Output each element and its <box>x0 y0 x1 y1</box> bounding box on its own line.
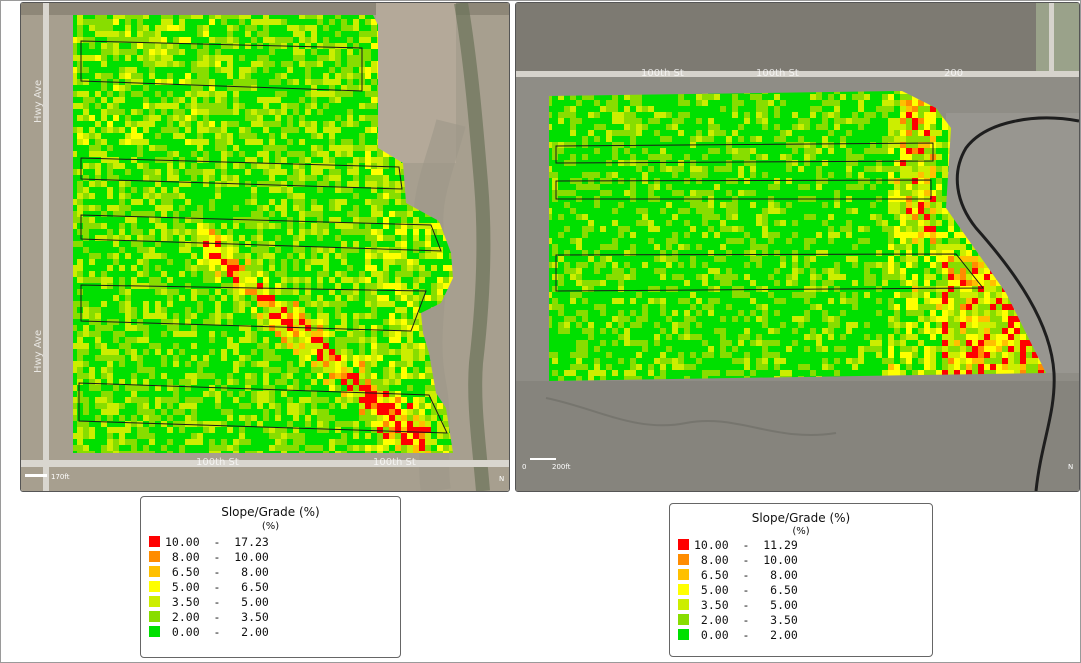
legend-swatch <box>678 554 689 565</box>
legend-row: 3.50 - 5.00 <box>149 596 269 609</box>
legend-range: 3.50 - 5.00 <box>165 595 269 609</box>
legend-range: 3.50 - 5.00 <box>694 598 798 612</box>
legend-row: 10.00 - 11.29 <box>678 539 798 552</box>
drainage-trace <box>545 397 837 437</box>
legend-title: Slope/Grade (%) <box>751 511 851 525</box>
legend-range: 5.00 - 6.50 <box>694 583 798 597</box>
strip-outline <box>78 382 448 434</box>
legend-range: 2.00 - 3.50 <box>694 613 798 627</box>
legend-range: 8.00 - 10.00 <box>165 550 269 564</box>
ditch-line <box>955 116 1079 491</box>
legend-swatch <box>678 584 689 595</box>
strip-outline <box>555 142 934 164</box>
legend-range: 5.00 - 6.50 <box>165 580 269 594</box>
legend-right: Slope/Grade (%) (%) 10.00 - 11.29 8.00 -… <box>669 503 933 657</box>
north-arrow-icon: N <box>1068 463 1073 471</box>
road-label-1: 100th St <box>641 68 684 79</box>
north-arrow-icon: N <box>499 475 504 483</box>
legend-range: 8.00 - 10.00 <box>694 553 798 567</box>
legend-range: 6.50 - 8.00 <box>694 568 798 582</box>
scale-zero-label: 0 <box>522 463 526 471</box>
strip-outline <box>80 157 403 190</box>
legend-row: 8.00 - 10.00 <box>149 551 269 564</box>
legend-title: Slope/Grade (%) <box>221 505 320 519</box>
legend-row: 6.50 - 8.00 <box>149 566 269 579</box>
strip-outline <box>80 214 442 252</box>
legend-swatch <box>149 611 160 622</box>
legend-row: 3.50 - 5.00 <box>678 599 798 612</box>
legend-row: 0.00 - 2.00 <box>678 629 798 642</box>
strip-outlines-left <box>78 40 448 434</box>
legend-row: 5.00 - 6.50 <box>678 584 798 597</box>
strip-outline <box>80 284 427 332</box>
legend-range: 0.00 - 2.00 <box>165 625 269 639</box>
map-left-svg[interactable]: 100th St 100th St Hwy Ave Hwy Ave 170ft … <box>21 3 509 491</box>
map-panel-right[interactable]: 100th St 100th St 200 0 200ft N <box>515 2 1080 492</box>
strip-outline <box>555 179 932 200</box>
road-label-1: 100th St <box>196 457 239 468</box>
legend-swatch <box>149 596 160 607</box>
legend-row: 0.00 - 2.00 <box>149 626 269 639</box>
strip-outlines-right <box>555 142 985 292</box>
legend-swatch <box>149 581 160 592</box>
road-horizontal <box>516 71 1079 77</box>
legend-swatch <box>678 569 689 580</box>
road-label-3: Hwy Ave <box>33 80 44 123</box>
farm-field-bottom <box>516 381 1079 491</box>
creek-vegetation <box>454 3 491 491</box>
legend-row: 6.50 - 8.00 <box>678 569 798 582</box>
farm-field-top <box>516 3 1079 71</box>
legend-range: 2.00 - 3.50 <box>165 610 269 624</box>
strip-outline <box>555 253 985 292</box>
legend-unit: (%) <box>792 526 810 537</box>
road-vertical <box>1049 3 1054 71</box>
road-label-3: 200 <box>944 68 963 79</box>
legend-row: 2.00 - 3.50 <box>149 611 269 624</box>
legend-swatch <box>149 626 160 637</box>
farmstead <box>1036 3 1079 71</box>
legend-unit: (%) <box>261 521 280 532</box>
road-vertical <box>43 3 49 491</box>
legend-swatch <box>678 614 689 625</box>
legend-row: 10.00 - 17.23 <box>149 536 269 549</box>
road-horizontal <box>21 460 509 467</box>
legend-swatch <box>149 551 160 562</box>
strip-outline <box>80 40 363 92</box>
map-panel-left[interactable]: 100th St 100th St Hwy Ave Hwy Ave 170ft … <box>20 2 510 492</box>
scale-bar <box>25 474 47 477</box>
legend-swatch <box>149 536 160 547</box>
road-label-2: 100th St <box>373 457 416 468</box>
legend-swatch <box>678 629 689 640</box>
scale-bar <box>530 458 556 460</box>
legend-swatch <box>678 599 689 610</box>
road-label-2: 100th St <box>756 68 799 79</box>
legend-swatch <box>149 566 160 577</box>
legend-range: 0.00 - 2.00 <box>694 628 798 642</box>
legend-range: 10.00 - 11.29 <box>694 538 798 552</box>
scale-label: 170ft <box>51 473 70 481</box>
legend-row: 8.00 - 10.00 <box>678 554 798 567</box>
legend-left: Slope/Grade (%) (%) 10.00 - 17.23 8.00 -… <box>140 496 401 658</box>
road-label-4: Hwy Ave <box>33 330 44 373</box>
legend-range: 6.50 - 8.00 <box>165 565 269 579</box>
scale-label: 200ft <box>552 463 571 471</box>
map-right-svg[interactable]: 100th St 100th St 200 0 200ft N <box>516 3 1079 491</box>
legend-swatch <box>678 539 689 550</box>
legend-row: 2.00 - 3.50 <box>678 614 798 627</box>
legend-range: 10.00 - 17.23 <box>165 535 269 549</box>
legend-row: 5.00 - 6.50 <box>149 581 269 594</box>
